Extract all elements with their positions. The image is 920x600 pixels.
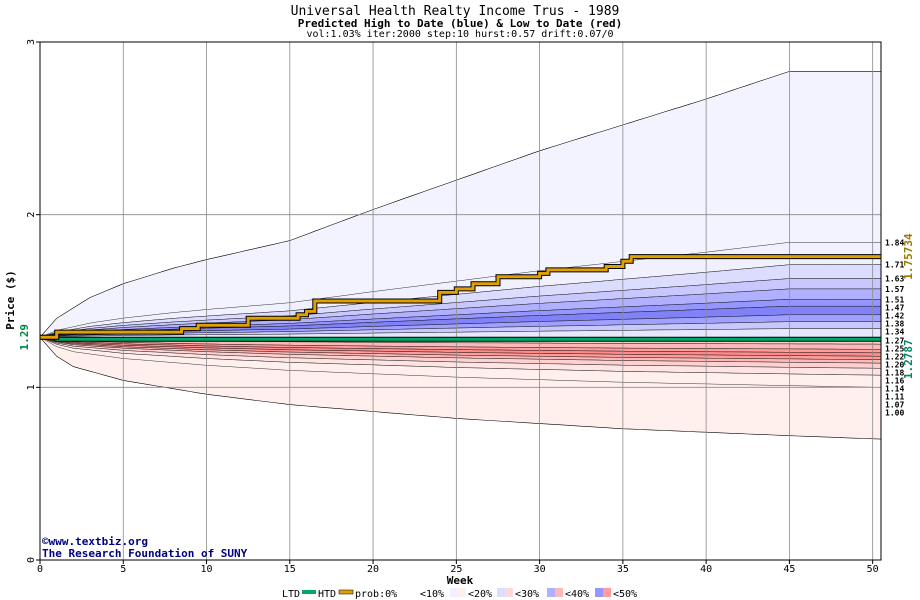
legend-20-swatch-red [505,588,513,597]
legend-10-label: <10% [420,589,444,600]
x-tick-label-40: 40 [700,564,712,575]
x-tick-label-50: 50 [867,564,879,575]
x-tick-label-0: 0 [37,564,43,575]
right-label-11: 1.22 [885,353,904,362]
y-tick-label-2: 2 [26,212,37,218]
x-tick-label-25: 25 [450,564,462,575]
right-label-10: 1.25 [885,345,904,354]
series-lines [40,254,881,342]
legend-prob0-label: prob:0% [355,589,397,600]
right-label-4: 1.51 [885,295,904,304]
legend-10-swatch-red [458,588,466,597]
chart-title: Universal Health Realty Income Trus - 19… [291,4,620,19]
plot-frame [39,41,882,561]
y-tick-label-1: 1 [26,384,37,390]
x-tick-label-5: 5 [120,564,126,575]
right-label-5: 1.47 [885,303,904,312]
watermark: ©www.textbiz.org The Research Foundation… [42,535,248,560]
right-label-15: 1.14 [885,385,904,394]
legend-ltd-swatch [302,590,316,594]
x-tick-label-20: 20 [367,564,379,575]
right-label-1: 1.71 [885,261,904,270]
chart-params: vol:1.03% iter:2000 step:10 hurst:0.57 d… [306,29,613,40]
chart-subtitle: Predicted High to Date (blue) & Low to D… [298,17,623,30]
right-label-6: 1.42 [885,311,904,320]
legend-10-swatch-blue [450,588,458,597]
right-label-7: 1.38 [885,319,904,328]
x-tick-label-30: 30 [534,564,546,575]
y-axis-label: Price ($) [4,270,17,330]
watermark-org: The Research Foundation of SUNY [42,547,248,560]
legend-prob0-swatch [402,588,418,597]
axes: 0 5 10 15 20 25 30 35 40 45 50 0 1 2 3 [26,39,882,575]
x-tick-label-10: 10 [201,564,213,575]
right-label-3: 1.57 [885,285,904,294]
right-label-14: 1.16 [885,377,904,386]
legend-50-label: <50% [613,589,637,600]
right-label-17: 1.07 [885,401,904,410]
right-label-13: 1.18 [885,369,904,378]
htd-final-label: 1.75734 [902,233,915,280]
watermark-url: ©www.textbiz.org [42,535,148,548]
ltd-final-label: 1.2787 [902,339,915,379]
right-label-12: 1.20 [885,361,904,370]
legend-htd-label: HTD [318,589,336,600]
legend-ltd-label: LTD [282,589,300,600]
y-tick-label-3: 3 [26,39,37,45]
right-value-labels: 1.84 1.71 1.631.571.511.471.421.381.341.27… [885,238,904,417]
x-axis-label: Week [447,574,474,587]
right-label-0: 1.84 [885,238,904,247]
start-price-label: 1.29 [18,324,31,351]
right-label-16: 1.11 [885,393,904,402]
legend-htd-swatch [338,589,354,595]
x-tick-label-15: 15 [284,564,296,575]
right-label-18: 1.00 [885,409,904,418]
legend-20-label: <20% [468,589,492,600]
legend: LTD HTD prob:0% <10% <20% <30% <40% <50% [282,588,637,600]
legend-20-swatch-blue [497,588,505,597]
htd-line [40,255,881,339]
legend-40-swatch-blue [595,588,603,597]
legend-30-swatch-red [555,588,563,597]
legend-30-label: <30% [515,589,539,600]
right-label-8: 1.34 [885,327,904,336]
right-label-2: 1.63 [885,275,904,284]
legend-40-swatch-red [603,588,611,597]
x-tick-label-45: 45 [783,564,795,575]
legend-30-swatch-blue [547,588,555,597]
legend-40-label: <40% [565,589,589,600]
right-label-9: 1.27 [885,337,904,346]
y-tick-label-0: 0 [26,557,37,563]
x-tick-label-35: 35 [617,564,629,575]
